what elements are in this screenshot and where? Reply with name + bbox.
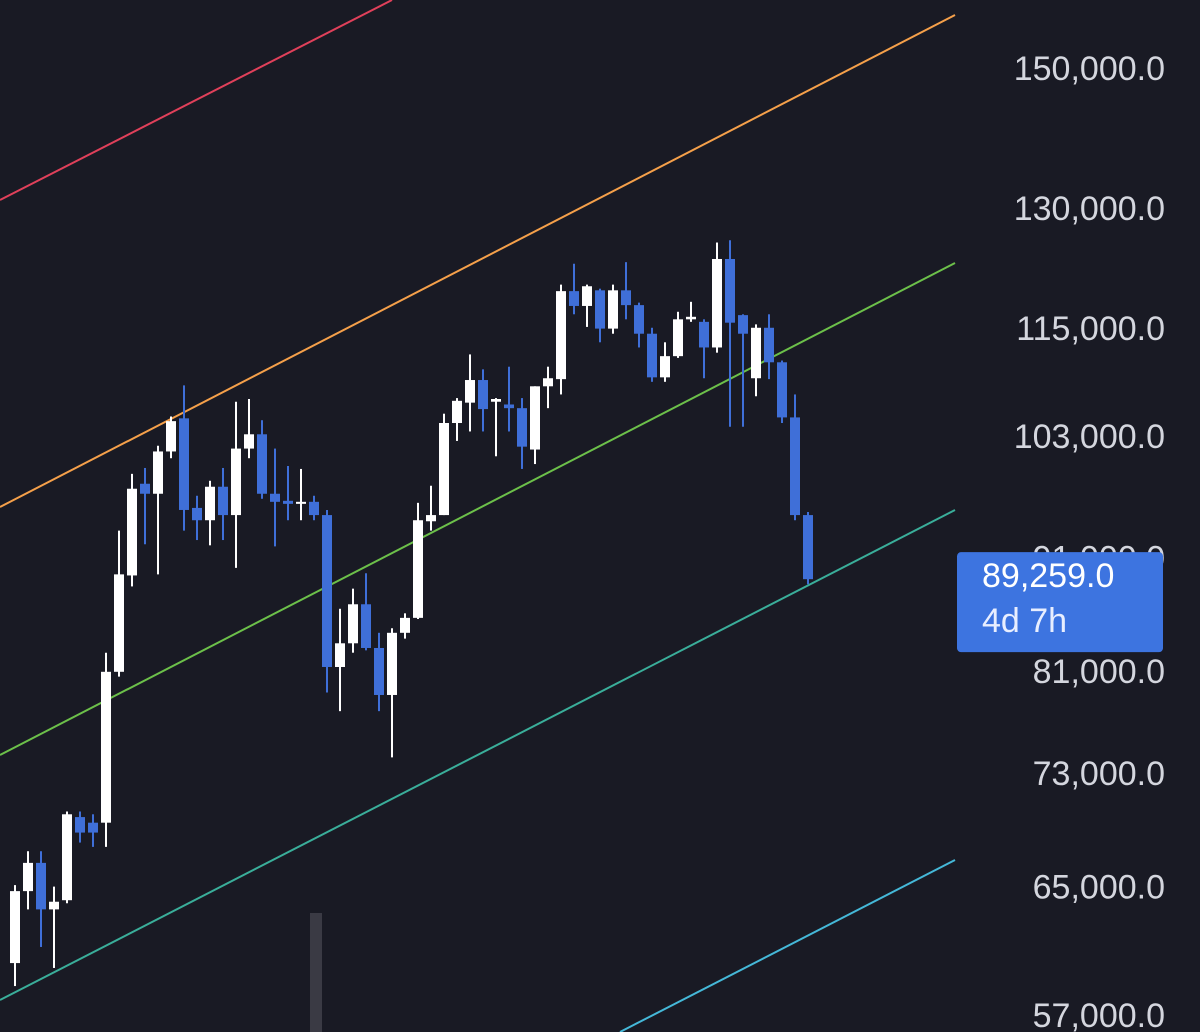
candle-body	[166, 421, 176, 452]
candle-body	[244, 434, 254, 449]
candle-body	[374, 647, 384, 695]
channel-line	[0, 14, 956, 508]
candle-body	[712, 258, 722, 348]
y-tick-label: 130,000.0	[1014, 190, 1165, 228]
candle-body	[75, 817, 85, 833]
candle-body	[452, 400, 462, 424]
candle-body	[621, 290, 631, 306]
candle-body	[270, 493, 280, 502]
candle-body	[348, 604, 358, 644]
candle-body	[595, 290, 605, 329]
candle-body	[738, 315, 748, 334]
candle-body	[465, 380, 475, 403]
candle-body	[62, 814, 72, 901]
candle-body	[634, 305, 644, 334]
candle-body	[257, 434, 267, 494]
candle-body	[400, 617, 410, 633]
candle-body	[322, 515, 332, 667]
y-tick-label: 115,000.0	[1016, 310, 1165, 348]
y-tick-label: 65,000.0	[1033, 869, 1165, 907]
y-tick-label: 103,000.0	[1014, 418, 1165, 456]
candle-body	[764, 327, 774, 363]
cursor-bar	[310, 913, 322, 1032]
candle-body	[504, 404, 514, 409]
countdown-label: 4d 7h	[982, 602, 1067, 640]
candle-body	[114, 574, 124, 672]
y-tick-label: 150,000.0	[1014, 50, 1165, 88]
candle-body	[478, 380, 488, 410]
candle-body	[699, 321, 709, 348]
candle-body	[413, 520, 423, 618]
candle-body	[660, 356, 670, 378]
candle-body	[309, 501, 319, 516]
candle-body	[231, 448, 241, 516]
candle-body	[751, 327, 761, 379]
candle-body	[140, 483, 150, 494]
y-tick-label: 57,000.0	[1033, 997, 1165, 1032]
candle-body	[530, 386, 540, 450]
candle-body	[361, 604, 371, 648]
candle-body	[205, 486, 215, 521]
candle-body	[192, 507, 202, 521]
candle-body	[387, 632, 397, 695]
candle-body	[517, 408, 527, 447]
candle-body	[88, 822, 98, 833]
channel-line	[0, 262, 956, 756]
candle-body	[36, 862, 46, 910]
candle-body	[10, 891, 20, 964]
candle-body	[283, 500, 293, 504]
candle-body	[426, 515, 436, 522]
candle-body	[179, 418, 189, 510]
channel-line	[0, 0, 393, 201]
candle-body	[803, 515, 813, 580]
candle-body	[725, 258, 735, 323]
y-tick-label: 73,000.0	[1033, 755, 1165, 793]
candle-body	[23, 862, 33, 892]
candle-body	[790, 417, 800, 516]
candle-body	[439, 423, 449, 516]
candle-body	[569, 291, 579, 306]
channel-line	[0, 509, 956, 1001]
candle-body	[101, 671, 111, 823]
channel-line	[619, 859, 956, 1032]
candle-body	[686, 316, 696, 320]
candle-body	[491, 398, 501, 402]
candle-body	[556, 291, 566, 380]
candle-body	[296, 501, 306, 504]
candle-body	[777, 362, 787, 418]
candle-body	[153, 451, 163, 494]
candle-body	[647, 333, 657, 378]
candle-body	[582, 286, 592, 306]
price-label-box	[957, 552, 1163, 653]
candle-body	[218, 486, 228, 516]
candle-body	[127, 488, 137, 576]
candle-body	[335, 643, 345, 667]
y-tick-label: 81,000.0	[1033, 653, 1165, 691]
candle-body	[49, 901, 59, 910]
price-label: 89,259.0	[982, 557, 1114, 595]
candle-body	[608, 290, 618, 329]
candle-body	[543, 378, 553, 387]
candle-body	[673, 319, 683, 357]
